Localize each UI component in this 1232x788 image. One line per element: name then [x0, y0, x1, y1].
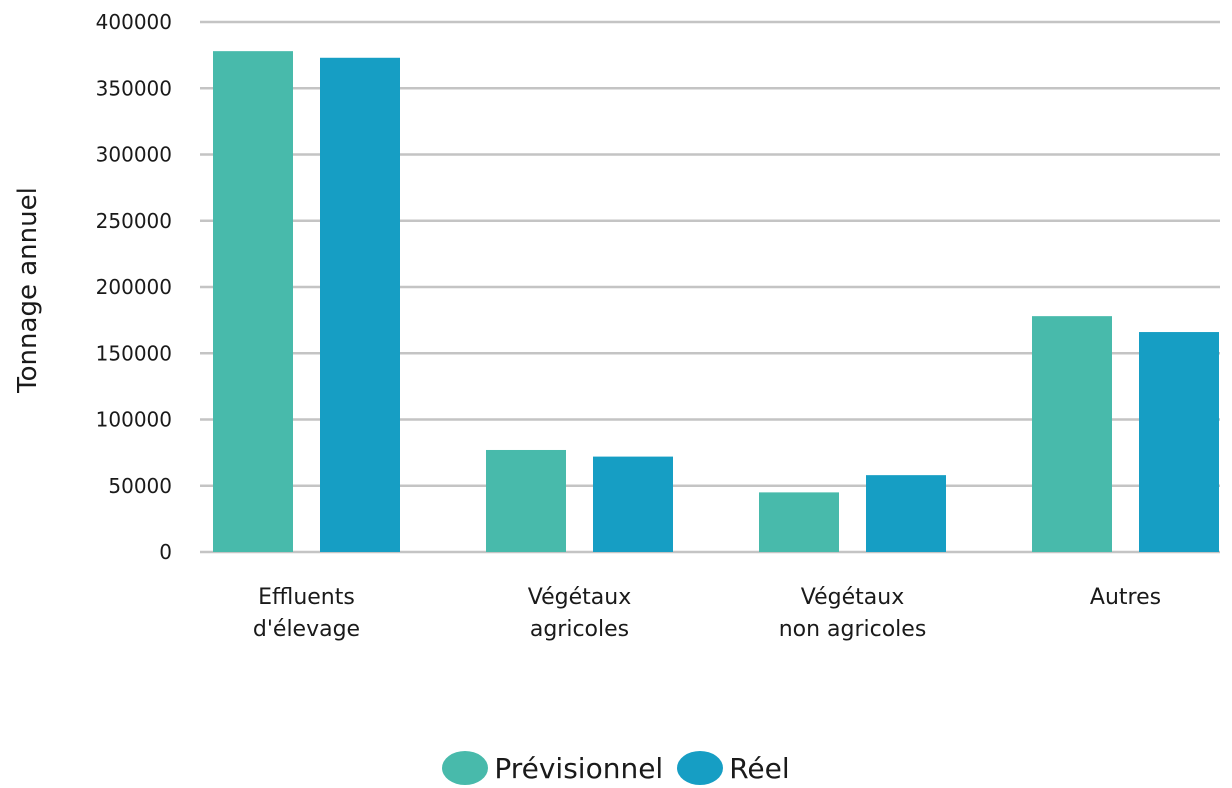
- x-category-label: Effluents d'élevage: [253, 585, 360, 642]
- legend-item-reel: Réel: [677, 751, 790, 785]
- legend-swatch-previsionnel: [442, 751, 489, 785]
- y-tick-label: 100000: [96, 408, 172, 432]
- bars: [213, 51, 1219, 553]
- legend-swatch-reel: [677, 751, 724, 785]
- x-category-label: Autres: [1090, 585, 1161, 610]
- y-tick-label: 250000: [96, 209, 172, 233]
- x-category-label: Végétaux agricoles: [528, 585, 631, 642]
- bar-reel-2: [866, 475, 946, 552]
- x-axis-categories: Effluents d'élevage Végétaux agricoles Végét…: [253, 585, 1161, 642]
- bar-previsionnel-3: [1032, 316, 1112, 552]
- legend-label-previsionnel: Prévisionnel: [494, 751, 664, 785]
- bar-reel-0: [320, 57, 400, 553]
- y-tick-label: 150000: [96, 341, 172, 365]
- x-category-label: Végétaux non agricoles: [779, 585, 927, 642]
- y-axis-label: Tonnage annuel: [13, 187, 43, 394]
- y-axis-ticks: 0 50000 100000 150000 200000 250000 300000 3500…: [96, 10, 172, 564]
- bar-previsionnel-0: [213, 51, 293, 553]
- bar-previsionnel-1: [486, 449, 566, 552]
- y-tick-label: 300000: [96, 143, 172, 167]
- bar-reel-1: [593, 456, 673, 552]
- y-tick-label: 0: [159, 540, 172, 564]
- y-tick-label: 350000: [96, 76, 172, 100]
- legend: Prévisionnel Réel: [0, 748, 1232, 788]
- bar-previsionnel-2: [759, 492, 839, 552]
- y-tick-label: 50000: [108, 474, 172, 498]
- legend-label-reel: Réel: [729, 751, 790, 785]
- y-tick-label: 200000: [96, 275, 172, 299]
- y-tick-label: 400000: [96, 10, 172, 34]
- bar-chart: 0 50000 100000 150000 200000 250000 300000 3500…: [13, 10, 1220, 642]
- bar-reel-3: [1139, 332, 1219, 552]
- legend-item-previsionnel: Prévisionnel: [442, 751, 663, 785]
